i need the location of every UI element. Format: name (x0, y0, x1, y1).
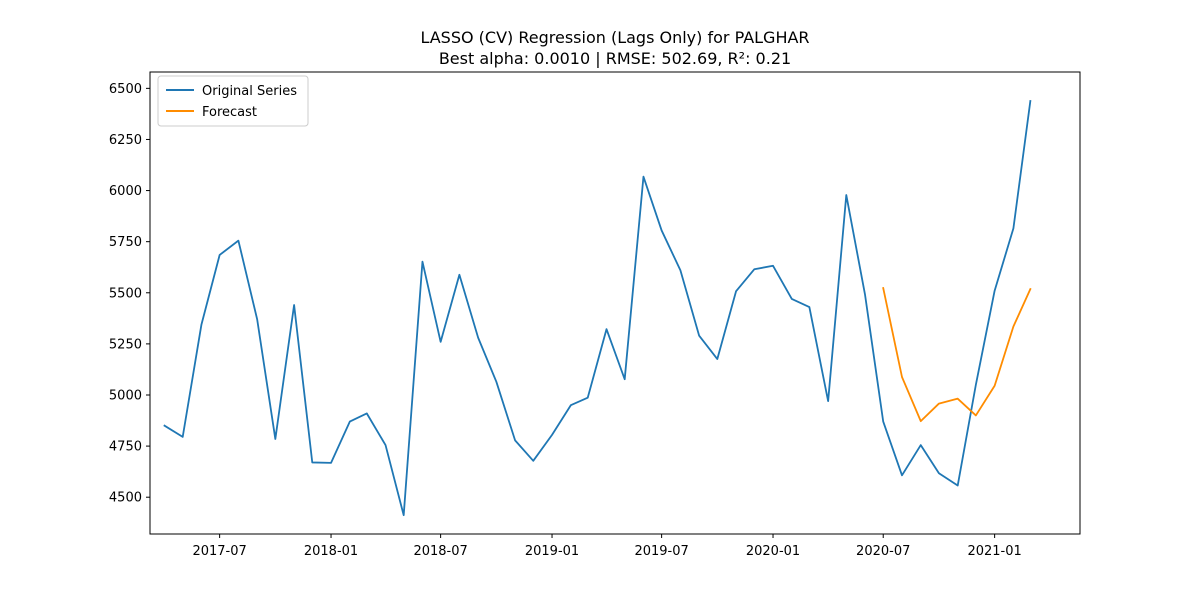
y-tick-label: 4750 (109, 440, 142, 455)
x-tick-label: 2018-07 (413, 544, 467, 559)
legend-label-forecast: Forecast (202, 105, 257, 120)
legend-label-original: Original Series (202, 84, 297, 99)
x-tick-label: 2018-01 (304, 544, 358, 559)
x-tick-label: 2020-01 (746, 544, 800, 559)
y-tick-label: 4500 (109, 491, 142, 506)
y-tick-label: 5500 (109, 286, 142, 301)
legend: Original Series Forecast (157, 75, 309, 127)
axes: 2017-07 2018-01 2018-07 2019-01 2019-07 2020-… (109, 71, 1081, 559)
y-tick-label: 6250 (109, 133, 142, 148)
axes-frame (149, 71, 1081, 535)
chart-title: LASSO (CV) Regression (Lags Only) for PA… (420, 28, 809, 47)
legend-frame (157, 75, 309, 127)
x-tick-label: 2019-07 (634, 544, 688, 559)
series-line-0 (163, 100, 1032, 517)
y-tick-label: 5000 (109, 388, 142, 403)
series-line-1 (882, 287, 1032, 423)
x-tick-label: 2017-07 (192, 544, 246, 559)
y-tick-label: 6000 (109, 184, 142, 199)
plot-area (163, 100, 1032, 517)
chart-subtitle: Best alpha: 0.0010 | RMSE: 502.69, R²: 0… (439, 49, 791, 68)
x-tick-label: 2021-01 (967, 544, 1021, 559)
x-tick-label: 2020-07 (856, 544, 910, 559)
y-tick-label: 5750 (109, 235, 142, 250)
x-tick-label: 2019-01 (525, 544, 579, 559)
y-tick-label: 5250 (109, 337, 142, 352)
y-tick-label: 6500 (109, 82, 142, 97)
